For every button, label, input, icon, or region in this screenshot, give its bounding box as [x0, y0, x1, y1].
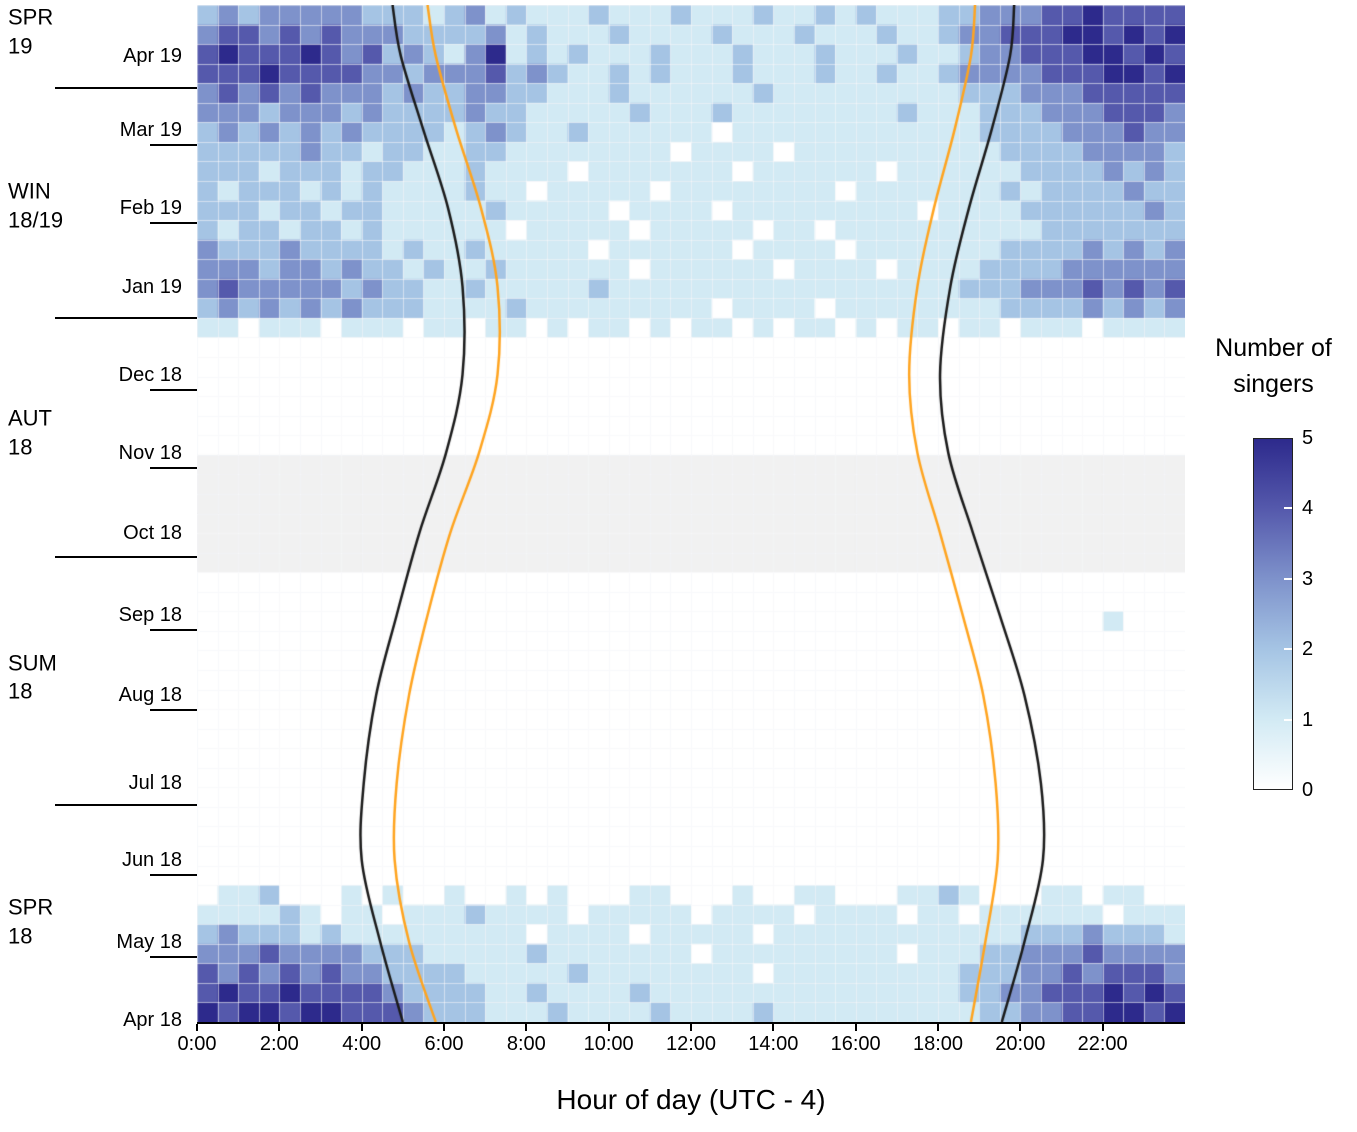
colorbar-label-4: 4	[1302, 497, 1314, 520]
x-tick-line-0	[196, 1024, 198, 1031]
x-tick-label-5: 10:00	[583, 1033, 634, 1055]
colorbar-label-3: 3	[1302, 567, 1314, 590]
x-axis-title: Hour of day (UTC - 4)	[556, 1084, 826, 1115]
season-divider-1	[55, 316, 198, 319]
season-label-0: SPR 19	[8, 4, 54, 59]
x-tick-label-7: 14:00	[748, 1033, 799, 1055]
colorbar-label-2: 2	[1302, 638, 1314, 661]
month-tick-10	[150, 873, 198, 876]
x-tick-line-4	[525, 1024, 528, 1031]
x-tick-label-3: 6:00	[424, 1033, 464, 1055]
month-label-8: Aug 18	[118, 684, 182, 707]
month-label-5: Nov 18	[118, 441, 182, 464]
month-tick-7	[150, 629, 198, 632]
month-label-7: Sep 18	[118, 604, 182, 627]
x-tick-line-8	[854, 1024, 857, 1031]
x-tick-line-7	[772, 1024, 775, 1031]
month-label-4: Dec 18	[118, 363, 182, 386]
x-tick-line-10	[1019, 1024, 1022, 1031]
x-tick-label-0: 0:00	[177, 1033, 217, 1055]
x-tick-label-2: 4:00	[342, 1033, 382, 1055]
x-tick-line-1	[278, 1024, 281, 1031]
x-tick-line-9	[937, 1024, 939, 1031]
season-divider-3	[55, 803, 198, 806]
x-tick-line-6	[690, 1024, 692, 1031]
colorbar-label-5: 5	[1302, 427, 1314, 449]
colorbar-tick-1	[1284, 718, 1292, 721]
month-tick-1	[150, 144, 198, 147]
season-divider-0	[55, 87, 198, 90]
month-tick-4	[150, 388, 198, 391]
x-tick-label-1: 2:00	[259, 1033, 299, 1055]
colorbar-label-1: 1	[1302, 708, 1314, 731]
season-label-1: WIN 18/19	[8, 178, 64, 233]
colorbar	[1253, 438, 1293, 790]
season-label-4: SPR 18	[8, 894, 54, 949]
month-label-6: Oct 18	[123, 522, 182, 545]
month-label-12: Apr 18	[123, 1009, 182, 1032]
colorbar-tick-4	[1284, 507, 1292, 510]
x-tick-line-2	[360, 1024, 363, 1031]
season-divider-2	[55, 555, 198, 558]
x-tick-label-10: 20:00	[995, 1033, 1046, 1055]
legend-title-line1: Number of	[1215, 334, 1332, 362]
x-axis-line	[197, 1022, 1185, 1024]
colorbar-tick-3	[1284, 577, 1292, 580]
month-label-11: May 18	[116, 930, 182, 953]
heatmap-canvas	[197, 5, 1185, 1022]
month-label-9: Jul 18	[128, 772, 182, 795]
month-tick-8	[150, 709, 198, 712]
x-tick-label-9: 18:00	[912, 1033, 964, 1055]
month-label-1: Mar 19	[119, 119, 182, 142]
month-label-3: Jan 19	[121, 275, 182, 298]
x-tick-label-11: 22:00	[1077, 1033, 1128, 1055]
month-tick-5	[150, 466, 198, 469]
month-tick-2	[150, 222, 198, 225]
month-label-10: Jun 18	[121, 848, 182, 871]
x-tick-label-4: 8:00	[506, 1033, 546, 1055]
x-tick-label-6: 12:00	[665, 1033, 717, 1055]
legend-title-line2: singers	[1233, 370, 1314, 399]
month-tick-11	[150, 955, 198, 958]
month-label-0: Apr 19	[123, 44, 182, 67]
x-tick-line-11	[1101, 1024, 1104, 1031]
x-tick-line-5	[607, 1024, 610, 1031]
legend-title: Number of singers	[1190, 330, 1357, 403]
season-label-2: AUT 18	[8, 405, 52, 460]
colorbar-label-0: 0	[1302, 779, 1314, 801]
x-tick-label-8: 16:00	[830, 1033, 881, 1055]
colorbar-tick-2	[1284, 648, 1292, 651]
season-label-3: SUM 18	[8, 650, 57, 704]
month-label-2: Feb 19	[119, 197, 182, 220]
x-tick-line-3	[443, 1024, 445, 1031]
